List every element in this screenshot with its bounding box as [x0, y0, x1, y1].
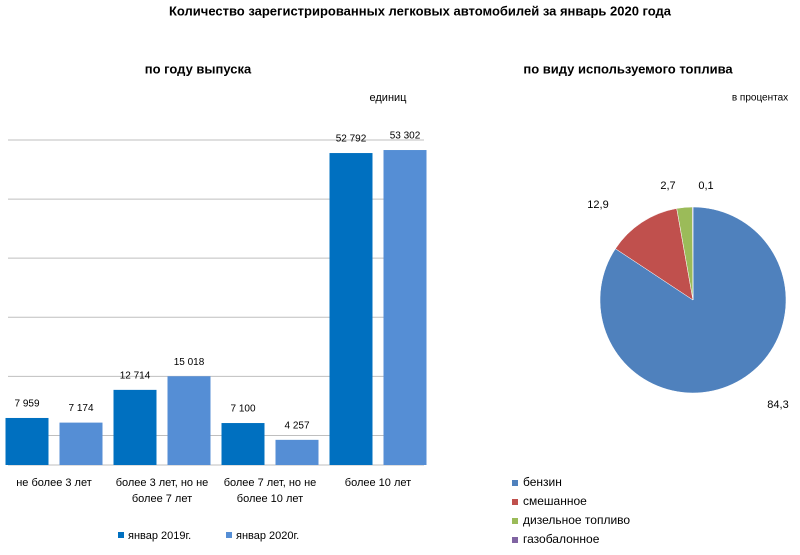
value-label: 0,1: [698, 180, 713, 192]
bar: [221, 423, 265, 465]
page-title: Количество зарегистрированных легковых а…: [169, 3, 672, 18]
x-tick-label: более 7 лет, но не более 10 лет: [223, 477, 317, 505]
x-tick-label: более 3 лет, но не более 7 лет: [115, 477, 209, 505]
chart-title: по виду используемого топлива: [523, 61, 733, 76]
value-label: 84,3: [767, 399, 788, 411]
legend-swatch: [512, 537, 518, 543]
bar: [275, 439, 319, 465]
value-label: 52 792: [336, 134, 367, 145]
x-tick-label: более 10 лет: [344, 477, 412, 489]
pie-slice: [615, 208, 694, 301]
bar: [167, 376, 211, 465]
pie-slice: [692, 206, 694, 301]
value-label: 12,9: [587, 199, 608, 211]
chart-title: по году выпуска: [145, 61, 252, 76]
bar: [5, 417, 49, 465]
legend-label: смешанное: [523, 494, 587, 508]
unit-label: единиц: [370, 92, 408, 104]
value-label: 7 174: [68, 403, 93, 414]
value-label: 4 257: [284, 420, 309, 431]
legend-swatch: [118, 532, 124, 538]
legend-label: дизельное топливо: [523, 513, 630, 527]
legend-swatch: [512, 480, 518, 486]
bar: [59, 422, 103, 465]
legend-swatch: [512, 499, 518, 505]
bar: [329, 153, 373, 465]
value-label: 7 959: [14, 399, 39, 410]
value-label: 12 714: [120, 371, 151, 382]
bar: [113, 389, 157, 465]
legend-label: бензин: [523, 475, 562, 489]
value-label: 7 100: [230, 404, 255, 415]
unit-label: в процентах: [732, 93, 788, 104]
legend-label: январ 2020г.: [236, 530, 299, 542]
bar: [383, 150, 427, 465]
legend-swatch: [512, 518, 518, 524]
x-tick-label: не более 3 лет: [16, 477, 92, 489]
legend-swatch: [226, 532, 232, 538]
value-label: 15 018: [174, 357, 205, 368]
value-label: 2,7: [660, 180, 675, 192]
legend-label: газобалонное: [523, 532, 600, 546]
legend-label: январ 2019г.: [128, 530, 191, 542]
value-label: 53 302: [390, 131, 421, 142]
